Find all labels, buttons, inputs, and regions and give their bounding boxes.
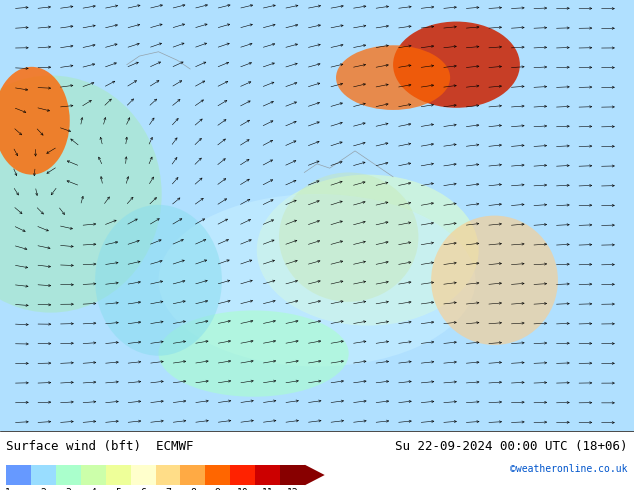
Text: 3: 3 (65, 488, 72, 490)
Text: 7: 7 (165, 488, 171, 490)
Bar (181, 465, 205, 485)
Text: 12: 12 (287, 488, 298, 490)
Bar (280, 465, 305, 485)
Text: 10: 10 (236, 488, 249, 490)
Bar (31, 465, 56, 485)
Polygon shape (305, 465, 325, 485)
Text: 9: 9 (215, 488, 221, 490)
Text: 8: 8 (190, 488, 196, 490)
Text: 11: 11 (262, 488, 273, 490)
Bar (155, 465, 181, 485)
Ellipse shape (0, 67, 70, 174)
Text: 2: 2 (41, 488, 46, 490)
Text: Su 22-09-2024 00:00 UTC (18+06): Su 22-09-2024 00:00 UTC (18+06) (395, 440, 628, 453)
Bar (106, 465, 131, 485)
Ellipse shape (257, 174, 479, 325)
Text: 1: 1 (4, 488, 11, 490)
Text: Surface wind (bft)  ECMWF: Surface wind (bft) ECMWF (6, 440, 194, 453)
Ellipse shape (158, 311, 349, 397)
Ellipse shape (393, 22, 520, 108)
Ellipse shape (0, 75, 162, 313)
Bar (81, 465, 106, 485)
Bar (56, 465, 81, 485)
Bar (6, 465, 31, 485)
Ellipse shape (279, 172, 418, 302)
Text: 4: 4 (91, 488, 96, 490)
Bar (230, 465, 255, 485)
Ellipse shape (431, 216, 558, 345)
Ellipse shape (336, 45, 450, 110)
Ellipse shape (95, 205, 222, 356)
Text: 6: 6 (140, 488, 146, 490)
Bar (205, 465, 230, 485)
Bar (255, 465, 280, 485)
Ellipse shape (158, 194, 476, 367)
Bar (131, 465, 155, 485)
Text: ©weatheronline.co.uk: ©weatheronline.co.uk (510, 465, 628, 474)
Text: 5: 5 (115, 488, 121, 490)
